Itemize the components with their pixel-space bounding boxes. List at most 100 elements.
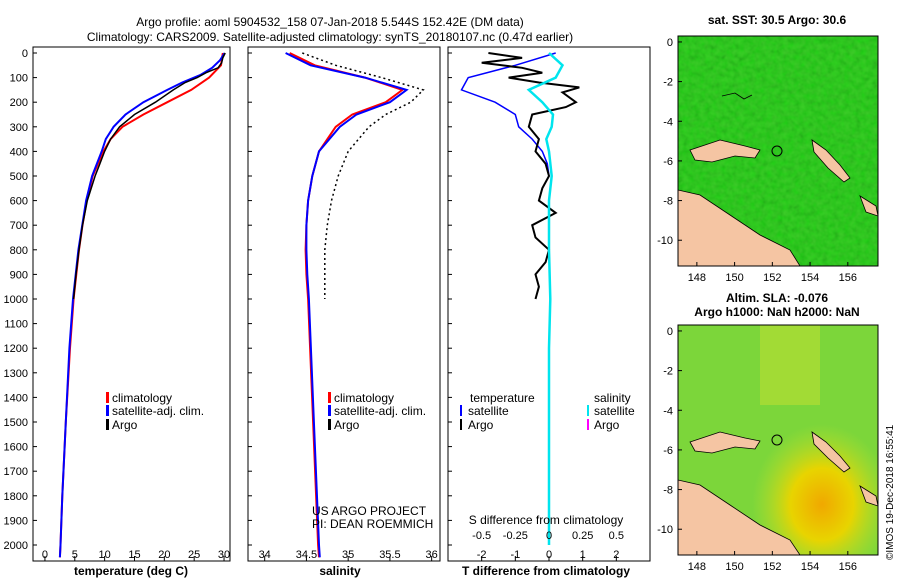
sla-map-ticks: 148 150 152 154 156 0 -2 -4 -6 -8 -10	[657, 326, 857, 573]
map-lat-label: -10	[657, 235, 673, 247]
x-tick-label: 34.5	[296, 549, 317, 561]
sst-map-frame	[677, 35, 879, 267]
legend-swatch-argo	[328, 419, 331, 430]
sla-map: Altim. SLA: -0.076 Argo h1000: NaN h2000…	[657, 291, 879, 573]
x-tick-label: 35	[342, 549, 354, 561]
depth-tick-label: 1000	[4, 294, 28, 306]
map-lon-label: 156	[839, 561, 857, 573]
depth-tick-label: 500	[10, 171, 28, 183]
depth-tick-label: 1500	[4, 417, 28, 429]
map-lat-label: -8	[663, 196, 673, 208]
x-tick-label: -2	[477, 549, 487, 561]
sla-map-frame	[677, 324, 879, 556]
depth-tick-label: 1200	[4, 343, 28, 355]
depth-tick-label: 1300	[4, 368, 28, 380]
bougainville-land	[811, 139, 851, 183]
legend-satellite: satellite-adj. clim.	[112, 404, 204, 418]
legend-swatch-s-argo	[587, 419, 589, 430]
s-difference-label: S difference from climatology	[469, 513, 624, 527]
depth-tick-label: 2000	[4, 540, 28, 552]
legend-argo: Argo	[334, 418, 360, 432]
x-tick-label: 34	[259, 549, 271, 561]
depth-tick-label: 900	[10, 269, 28, 281]
s-tick-label: 0	[546, 530, 552, 542]
temperature-legend: climatology satellite-adj. clim. Argo	[106, 391, 204, 432]
legend-climatology: climatology	[112, 391, 172, 405]
temperature-plot: 0 5 10 15 20 25 30	[42, 52, 230, 561]
sla-band	[760, 325, 820, 405]
legend-swatch-climatology	[328, 392, 331, 403]
map-lat-label: -6	[663, 156, 673, 168]
legend-swatch-t-argo	[460, 419, 462, 430]
depth-tick-label: 1900	[4, 515, 28, 527]
depth-tick-label: 100	[10, 73, 28, 85]
series-salinity-satellite	[526, 52, 565, 545]
title-line-2: Climatology: CARS2009. Satellite-adjuste…	[87, 30, 573, 44]
depth-tick-label: 300	[10, 122, 28, 134]
map-lat-label: 0	[667, 37, 673, 49]
x-tick-label: 36	[426, 549, 438, 561]
credit-text: ©IMOS 19-Dec-2018 16:55:41	[885, 424, 896, 560]
s-tick-label: -0.25	[503, 530, 528, 542]
sst-map: sat. SST: 30.5 Argo: 30.6 148 150 152 154 15…	[657, 13, 879, 284]
map-lon-label: 152	[763, 272, 781, 284]
legend-header-temperature: temperature	[470, 391, 535, 405]
map-lon-label: 150	[725, 272, 743, 284]
temperature-panel-frame	[32, 46, 231, 562]
series-climatology	[58, 52, 224, 558]
legend-header-salinity: salinity	[594, 391, 631, 405]
sst-map-title: sat. SST: 30.5 Argo: 30.6	[708, 13, 847, 27]
series-climatology	[289, 52, 405, 558]
x-tick-label: 2	[613, 549, 619, 561]
map-lat-label: -2	[663, 77, 673, 89]
s-tick-label: 0.5	[609, 530, 624, 542]
salinity-legend: climatology satellite-adj. clim. Argo	[328, 391, 426, 432]
map-lat-label: -6	[663, 445, 673, 457]
map-lat-label: -4	[663, 405, 673, 417]
map-lat-label: -2	[663, 366, 673, 378]
new-guinea-land	[678, 479, 801, 555]
new-guinea-land	[678, 189, 801, 266]
depth-tick-label: 1600	[4, 442, 28, 454]
map-lon-label: 150	[725, 561, 743, 573]
new-britain-land	[689, 139, 761, 163]
argo-position-marker	[771, 434, 783, 446]
legend-swatch-t-satellite	[460, 405, 462, 416]
series-satellite-adj-clim-	[58, 52, 226, 558]
solomon-land	[859, 485, 878, 507]
depth-tick-label: 1400	[4, 392, 28, 404]
legend-swatch-satellite	[328, 405, 331, 416]
series-temperature-satellite	[460, 52, 556, 177]
legend-satellite: satellite-adj. clim.	[334, 404, 426, 418]
temperature-xlabel: temperature (deg C)	[74, 564, 188, 578]
map-lon-label: 152	[763, 561, 781, 573]
project-line-2: PI: DEAN ROEMMICH	[312, 517, 433, 531]
sla-map-title-1: Altim. SLA: -0.076	[726, 291, 828, 305]
x-tick-label: 5	[72, 549, 78, 561]
x-tick-label: 35.5	[379, 549, 400, 561]
map-lat-label: -4	[663, 116, 673, 128]
series-temperature-Argo	[481, 52, 580, 300]
map-lat-label: -8	[663, 485, 673, 497]
project-line-1: US ARGO PROJECT	[312, 504, 427, 518]
solomon-land	[859, 195, 878, 217]
legend-climatology: climatology	[334, 391, 394, 405]
map-lon-label: 156	[839, 272, 857, 284]
s-tick-label: -0.5	[472, 530, 491, 542]
depth-tick-label: 600	[10, 196, 28, 208]
x-tick-label: 0	[42, 549, 48, 561]
salinity-panel-frame	[247, 46, 441, 562]
argo-position-marker	[771, 145, 783, 157]
map-lon-label: 154	[801, 561, 819, 573]
x-tick-label: 15	[128, 549, 140, 561]
legend-swatch-climatology	[106, 392, 109, 403]
salinity-plot: 34 34.5 35 35.5 36	[259, 52, 438, 561]
map-lon-label: 148	[688, 561, 706, 573]
legend-swatch-satellite	[106, 405, 109, 416]
title-line-1: Argo profile: aoml 5904532_158 07-Jan-20…	[136, 15, 524, 29]
depth-tick-label: 1700	[4, 466, 28, 478]
legend-swatch-argo	[106, 419, 109, 430]
depth-tick-label: 1100	[4, 319, 28, 331]
x-tick-label: 30	[218, 549, 230, 561]
